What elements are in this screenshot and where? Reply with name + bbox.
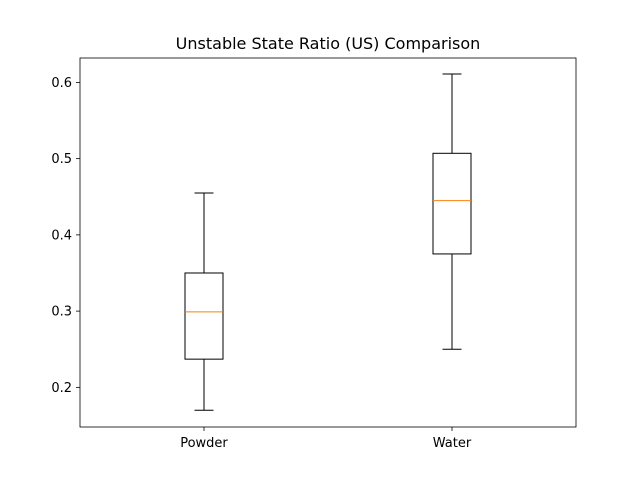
y-tick-label: 0.5: [51, 152, 72, 167]
iqr-box: [184, 272, 224, 360]
x-tick-label: Water: [433, 436, 472, 451]
x-tick-label: Powder: [180, 436, 228, 451]
y-tick-label: 0.2: [51, 381, 72, 396]
y-tick-label: 0.6: [51, 76, 72, 91]
iqr-box: [432, 152, 472, 255]
chart-title: Unstable State Ratio (US) Comparison: [176, 34, 481, 53]
y-tick-label: 0.4: [51, 228, 72, 243]
plot-area: Powder Water 0.2 0.3 0.4 0.5 0.6: [51, 57, 577, 451]
box-group-water: [432, 73, 472, 350]
box-group-powder: [184, 192, 224, 411]
y-tick-label: 0.3: [51, 305, 72, 320]
axes-frame: [79, 57, 577, 428]
